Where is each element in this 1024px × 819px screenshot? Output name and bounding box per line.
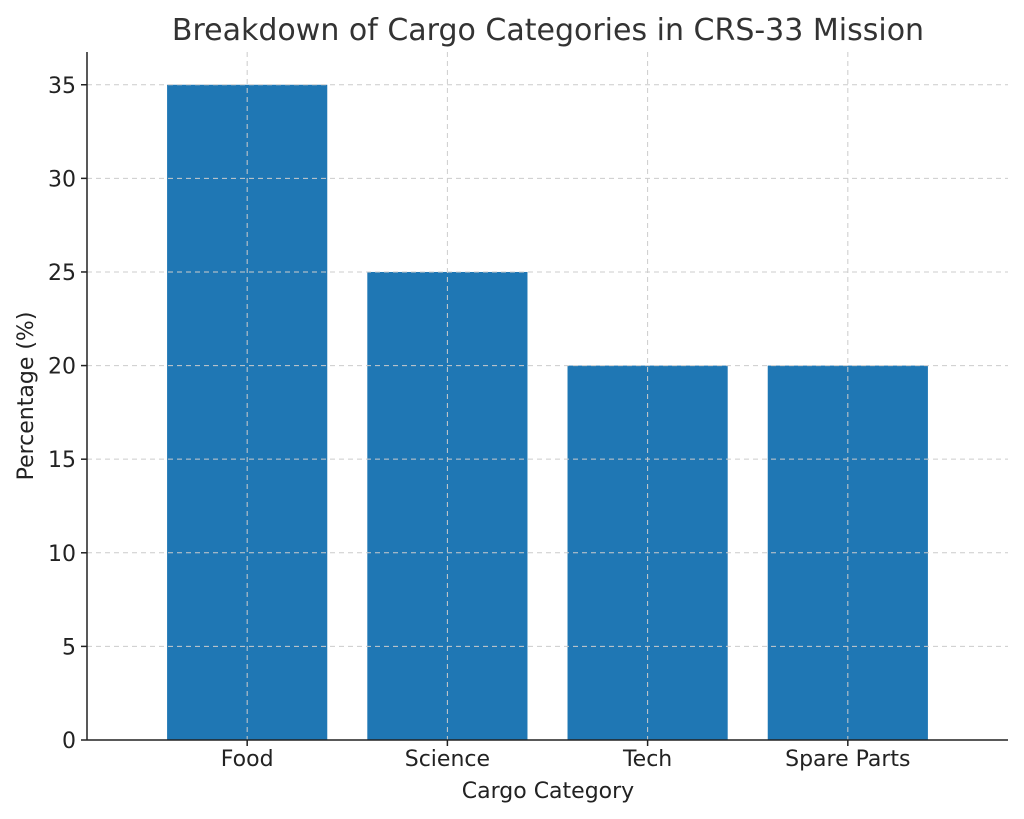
tick-labels: 0 5 10 15 20 25 30 35 Food Science Tech Spare Parts	[48, 74, 911, 772]
axes	[81, 52, 1008, 746]
y-tick-label: 35	[48, 74, 76, 99]
x-tick-label: Tech	[622, 747, 672, 772]
x-tick-label: Spare Parts	[785, 747, 910, 772]
x-axis-label: Cargo Category	[462, 779, 634, 804]
y-tick-label: 20	[48, 355, 76, 380]
bars	[167, 84, 928, 740]
chart-title: Breakdown of Cargo Categories in CRS-33 …	[172, 13, 924, 48]
y-tick-label: 5	[62, 635, 76, 660]
y-tick-label: 0	[62, 729, 76, 754]
y-tick-label: 10	[48, 542, 76, 567]
y-axis-label: Percentage (%)	[14, 312, 39, 481]
y-tick-label: 25	[48, 261, 76, 286]
x-tick-label: Science	[405, 747, 490, 772]
grid	[87, 52, 1008, 740]
x-tick-label: Food	[221, 747, 274, 772]
y-tick-label: 15	[48, 448, 76, 473]
y-tick-label: 30	[48, 167, 76, 192]
